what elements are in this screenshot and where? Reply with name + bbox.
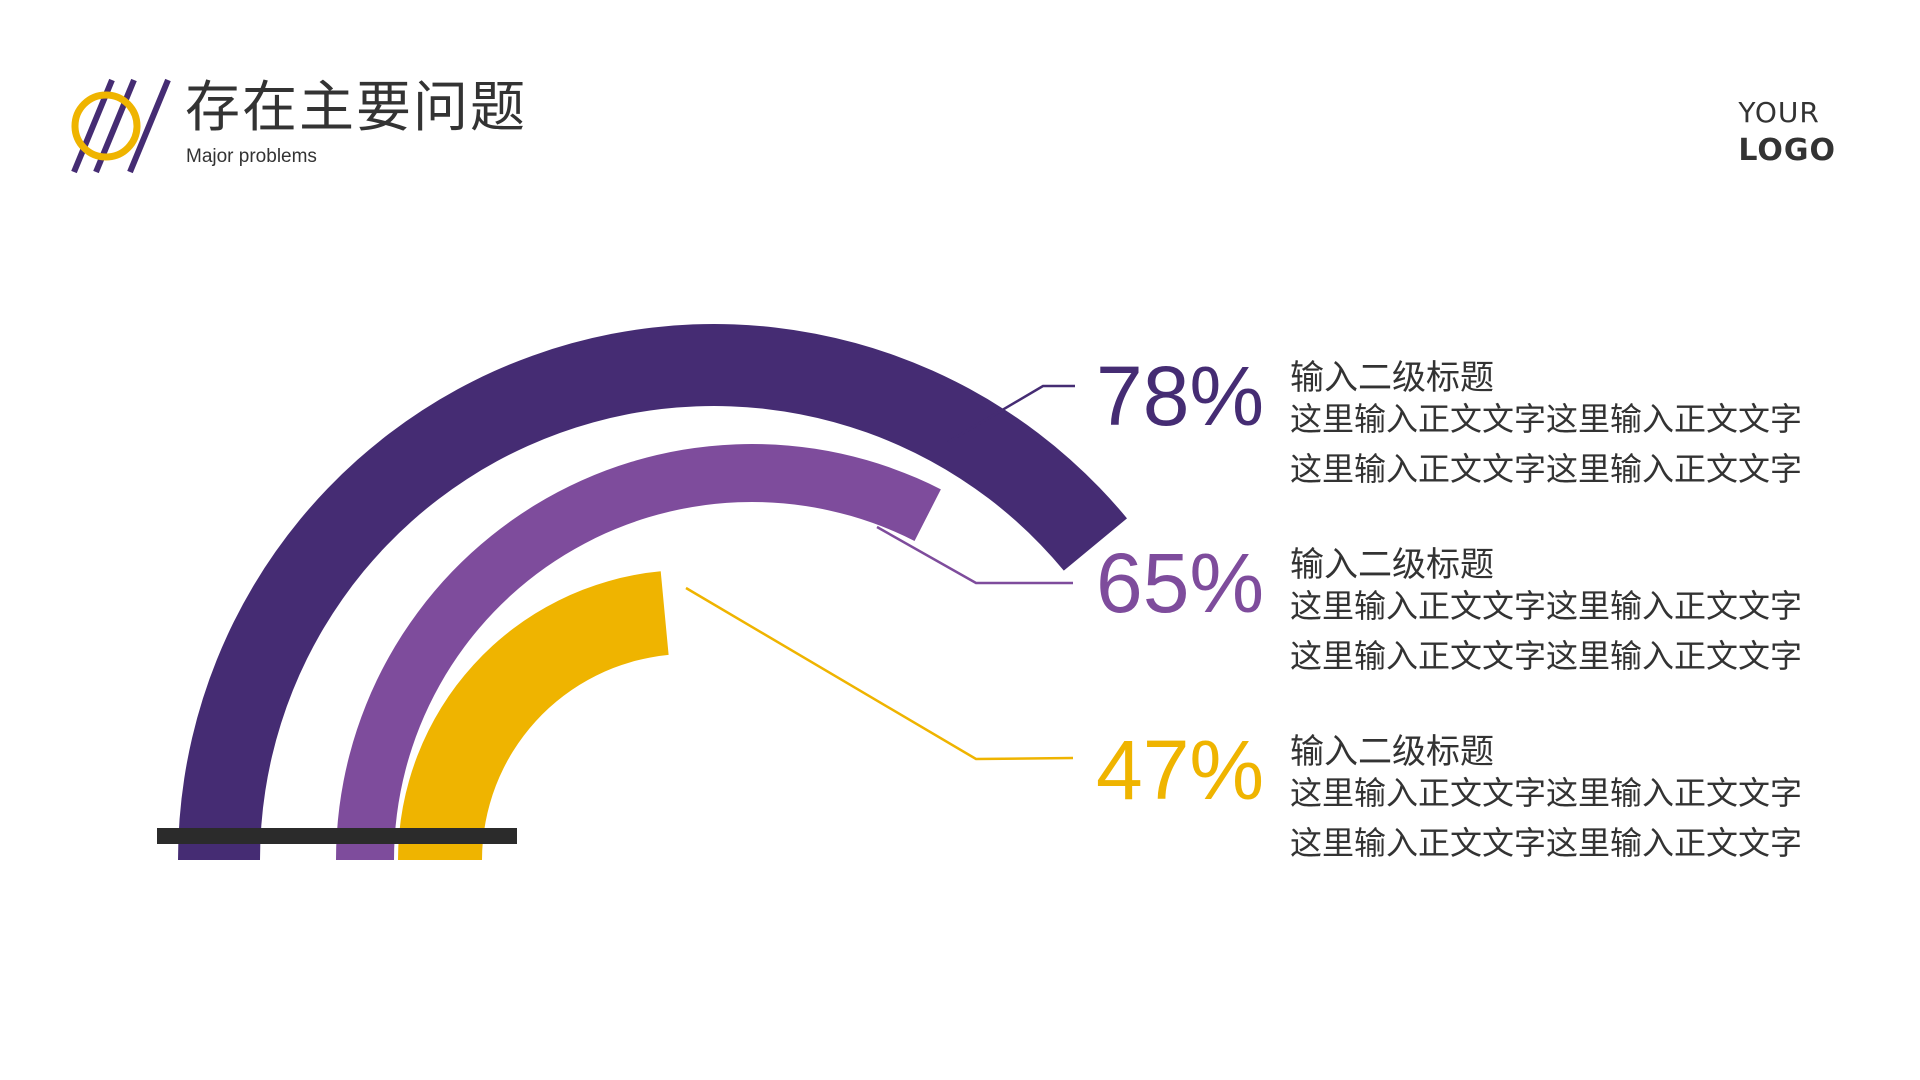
leader-line-2 bbox=[876, 525, 1073, 585]
item-2: 65% 输入二级标题 这里输入正文文字这里输入正文文字 这里输入正文文字这里输入… bbox=[1096, 537, 1856, 687]
item-1: 78% 输入二级标题 这里输入正文文字这里输入正文文字 这里输入正文文字这里输入… bbox=[1096, 350, 1856, 500]
page-subtitle: Major problems bbox=[186, 146, 317, 167]
arc-2 bbox=[336, 444, 941, 860]
ring-icon bbox=[71, 91, 141, 161]
leader-line-3 bbox=[685, 586, 1074, 761]
logo: YOUR LOGO bbox=[1738, 96, 1836, 168]
leader-line-1 bbox=[947, 384, 1075, 444]
item-line: 这里输入正文文字这里输入正文文字 bbox=[1290, 637, 1803, 675]
slash-3 bbox=[127, 78, 171, 174]
chart-baseline bbox=[157, 828, 517, 844]
item-title-2: 输入二级标题 bbox=[1290, 545, 1494, 585]
item-body-3: 这里输入正文文字这里输入正文文字 这里输入正文文字这里输入正文文字 bbox=[1290, 768, 1802, 868]
page-title: 存在主要问题 bbox=[185, 75, 528, 139]
item-body-1: 这里输入正文文字这里输入正文文字 这里输入正文文字这里输入正文文字 bbox=[1290, 394, 1802, 494]
item-line: 这里输入正文文字这里输入正文文字 bbox=[1290, 400, 1803, 438]
item-line: 这里输入正文文字这里输入正文文字 bbox=[1290, 450, 1803, 488]
item-line: 这里输入正文文字这里输入正文文字 bbox=[1290, 824, 1803, 862]
item-3: 47% 输入二级标题 这里输入正文文字这里输入正文文字 这里输入正文文字这里输入… bbox=[1096, 724, 1856, 874]
logo-line2: LOGO bbox=[1738, 133, 1836, 168]
value-label-1: 78% bbox=[1096, 349, 1265, 443]
item-title-3: 输入二级标题 bbox=[1290, 732, 1494, 772]
item-title-1: 输入二级标题 bbox=[1290, 358, 1494, 398]
item-body-2: 这里输入正文文字这里输入正文文字 这里输入正文文字这里输入正文文字 bbox=[1290, 581, 1802, 681]
item-line: 这里输入正文文字这里输入正文文字 bbox=[1290, 774, 1803, 812]
arc-3 bbox=[398, 571, 669, 860]
arc-1 bbox=[178, 324, 1127, 860]
item-line: 这里输入正文文字这里输入正文文字 bbox=[1290, 587, 1803, 625]
value-label-3: 47% bbox=[1096, 723, 1265, 817]
value-label-2: 65% bbox=[1096, 536, 1265, 630]
logo-line1: YOUR bbox=[1738, 96, 1820, 129]
header-logo-mark bbox=[71, 78, 171, 174]
